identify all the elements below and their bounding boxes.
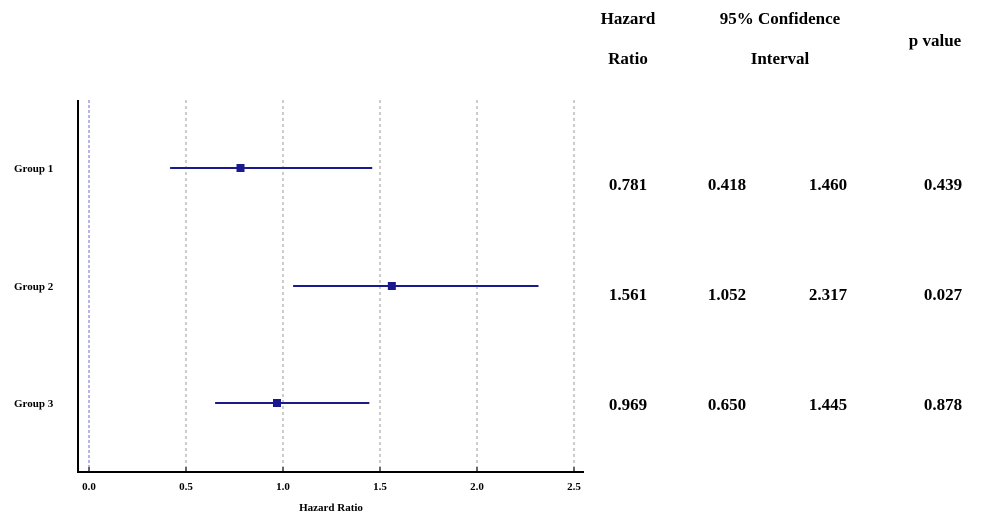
cell-hazard-ratio: 0.781 bbox=[608, 175, 648, 194]
cell-ci-high: 1.445 bbox=[808, 395, 848, 414]
cell-ci-high: 1.460 bbox=[808, 175, 848, 194]
cell-hazard-ratio: 1.561 bbox=[608, 285, 648, 304]
x-tick-label: 1.0 bbox=[276, 481, 290, 493]
x-tick-label: 1.5 bbox=[373, 481, 387, 493]
header-hazard-ratio-line1: Hazard bbox=[600, 9, 656, 28]
cell-p-value: 0.027 bbox=[923, 285, 963, 304]
row-label: Group 2 bbox=[14, 281, 54, 293]
x-axis-label: Hazard Ratio bbox=[299, 502, 363, 514]
header-ci-line1: 95% Confidence bbox=[719, 9, 841, 28]
forest-plot: 0.0 0.5 1.0 1.5 2.0 2.5 Hazard Ratio Group 1 Gro… bbox=[14, 100, 584, 514]
point-estimate-marker bbox=[272, 399, 281, 407]
x-tick-label: 2.5 bbox=[567, 481, 581, 493]
cell-ci-low: 0.418 bbox=[707, 175, 747, 194]
point-estimate-marker bbox=[387, 282, 396, 290]
cell-hazard-ratio: 0.969 bbox=[608, 395, 648, 414]
forest-row: Group 3 bbox=[14, 398, 370, 410]
header-p-value: p value bbox=[908, 31, 962, 50]
cell-ci-high: 2.317 bbox=[808, 285, 848, 304]
cell-ci-low: 1.052 bbox=[707, 285, 747, 304]
row-label: Group 3 bbox=[14, 398, 54, 410]
cell-ci-low: 0.650 bbox=[707, 395, 747, 414]
forest-row: Group 1 bbox=[14, 163, 373, 175]
x-tick-label: 0.5 bbox=[179, 481, 193, 493]
cell-p-value: 0.878 bbox=[923, 395, 963, 414]
header-hazard-ratio-line2: Ratio bbox=[608, 49, 648, 68]
x-tick-label: 2.0 bbox=[470, 481, 484, 493]
x-tick-label: 0.0 bbox=[82, 481, 96, 493]
cell-p-value: 0.439 bbox=[923, 175, 963, 194]
row-label: Group 1 bbox=[14, 163, 53, 175]
header-ci-line2: Interval bbox=[750, 49, 810, 68]
forest-row: Group 2 bbox=[14, 281, 539, 293]
point-estimate-marker bbox=[236, 164, 245, 172]
